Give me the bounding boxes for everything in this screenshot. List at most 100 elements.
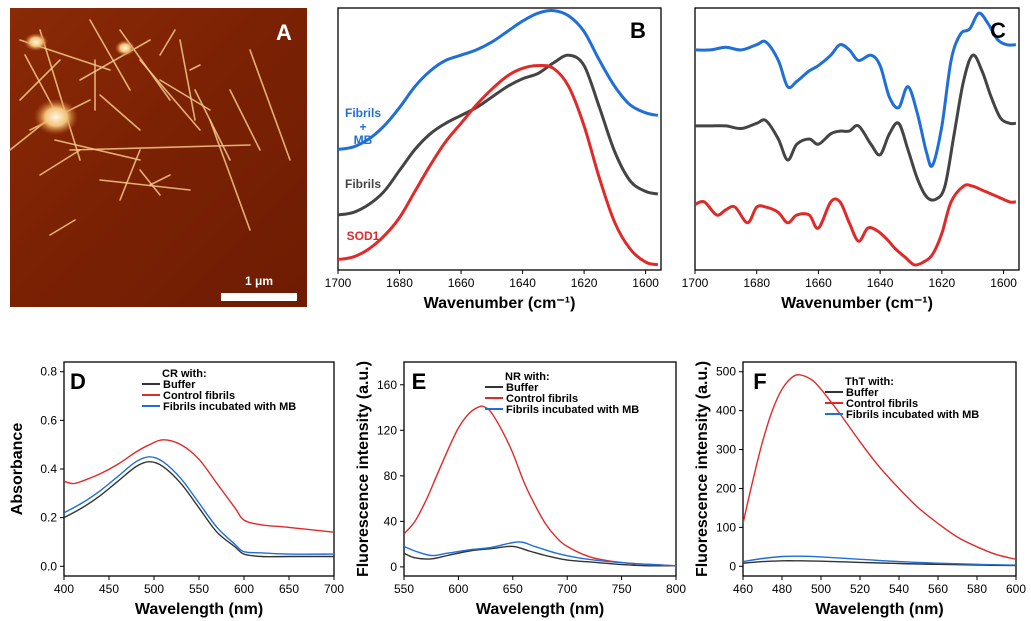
y-tick-label: 0 <box>729 559 736 573</box>
x-tick-label: 1640 <box>509 276 536 290</box>
y-tick-label: 400 <box>716 404 736 418</box>
afm-fibril <box>89 19 131 91</box>
y-tick-label: 200 <box>716 481 736 495</box>
series-line-fibrils-incubated-with-mb <box>404 541 676 567</box>
x-tick-label: 460 <box>733 582 753 596</box>
panel-letter-f: F <box>753 369 766 394</box>
x-axis-title: Wavenumber (cm⁻¹) <box>781 295 933 312</box>
afm-aggregate <box>24 33 48 51</box>
afm-fibril <box>189 64 201 71</box>
x-tick-label: 400 <box>54 582 74 596</box>
legend-entry: Buffer <box>506 382 539 394</box>
scale-bar-label: 1 μm <box>245 274 273 288</box>
afm-fibril <box>229 89 261 151</box>
series-label: Fibrils <box>345 177 381 191</box>
series-line-fibrils <box>695 53 1017 202</box>
ftir-spectra-panel: 1700 1680 1660 1640 1620 1600 Wavenumber (cm⁻¹… <box>325 7 662 312</box>
nile-red-panel: 550 600 650 700 750 800 0 40 80 120 160 Wavelength … <box>355 361 686 618</box>
afm-image-panel: A 1 μm <box>9 8 307 307</box>
series-line-fibrils-incubated-with-mb <box>64 456 334 555</box>
plot-frame <box>742 361 1017 577</box>
legend-entry: Control fibrils <box>163 390 235 402</box>
x-tick-label: 1700 <box>682 276 709 290</box>
x-tick-label: 1680 <box>386 276 413 290</box>
x-tick-label: 1640 <box>867 276 894 290</box>
series-line-control-fibrils <box>404 405 676 567</box>
x-tick-label: 550 <box>189 582 209 596</box>
plot-frame <box>694 7 1020 271</box>
afm-fibril <box>39 29 81 161</box>
series-line-buffer <box>404 545 676 567</box>
x-tick-label: 500 <box>811 582 831 596</box>
x-tick-label: 1700 <box>325 276 352 290</box>
afm-fibril <box>119 149 141 201</box>
x-tick-label: 1620 <box>929 276 956 290</box>
afm-fibril <box>99 179 191 191</box>
y-tick-label: 500 <box>716 365 736 379</box>
y-tick-label: 0.0 <box>40 559 57 573</box>
x-axis-title: Wavenumber (cm⁻¹) <box>424 295 576 312</box>
y-tick-label: 0.4 <box>40 462 57 476</box>
x-tick-label: 1600 <box>990 276 1017 290</box>
series-line-fibrils-mb <box>338 9 659 151</box>
afm-fibril <box>49 219 76 236</box>
legend-title: NR with: <box>505 371 550 383</box>
y-tick-label: 0.8 <box>40 365 57 379</box>
afm-fibril <box>139 59 201 131</box>
x-tick-label: 480 <box>772 582 792 596</box>
x-tick-label: 1620 <box>571 276 598 290</box>
afm-fibril <box>99 94 141 131</box>
afm-fibril <box>179 39 196 121</box>
x-tick-label: 580 <box>967 582 987 596</box>
y-tick-label: 300 <box>716 443 736 457</box>
series-line-fibrils-incubated-with-mb <box>743 555 1016 566</box>
x-tick-label: 550 <box>394 582 414 596</box>
panel-letter-e: E <box>412 369 427 394</box>
x-tick-label: 650 <box>503 582 523 596</box>
x-tick-label: 750 <box>612 582 632 596</box>
afm-aggregate <box>115 40 135 56</box>
legend-entry: Fibrils incubated with MB <box>163 401 296 413</box>
panel-letter-a: A <box>276 20 292 45</box>
legend-entry: Control fibrils <box>846 398 918 410</box>
x-tick-label: 520 <box>850 582 870 596</box>
x-tick-label: 700 <box>557 582 577 596</box>
congo-red-panel: 400 450 500 550 600 650 700 0.0 0.2 0.4 0.6 0.8 Wave… <box>9 361 344 618</box>
y-tick-label: 0 <box>390 560 397 574</box>
series-label: MB <box>354 133 373 147</box>
legend-entry: Fibrils incubated with MB <box>506 404 639 416</box>
x-tick-label: 700 <box>324 582 344 596</box>
legend-title: ThT with: <box>845 376 894 388</box>
y-tick-label: 0.2 <box>40 511 57 525</box>
y-tick-label: 80 <box>384 469 398 483</box>
afm-fibril <box>139 169 161 196</box>
x-tick-label: 560 <box>928 582 948 596</box>
series-line-sod1 <box>338 64 659 267</box>
x-axis-title: Wavelength (nm) <box>476 601 604 618</box>
y-axis-title: Fluorescence intensity (a.u.) <box>694 361 711 577</box>
series-label: SOD1 <box>347 229 380 243</box>
x-tick-label: 1660 <box>448 276 475 290</box>
y-axis-title: Fluorescence intensity (a.u.) <box>355 361 372 577</box>
series-label: + <box>359 120 366 134</box>
series-line-fibrils-mb <box>695 11 1016 168</box>
x-tick-label: 540 <box>889 582 909 596</box>
legend-entry: Buffer <box>846 387 879 399</box>
legend-title: CR with: <box>162 368 207 380</box>
afm-fibril <box>249 49 291 161</box>
series-line-buffer <box>64 460 334 558</box>
x-tick-label: 600 <box>234 582 254 596</box>
y-tick-label: 100 <box>716 520 736 534</box>
series-label: Fibrils <box>345 106 381 120</box>
second-derivative-panel: 1700 1680 1660 1640 1620 1600 Wavenumber (cm⁻¹… <box>682 7 1020 312</box>
thioflavin-panel: 460 480 500 520 540 560 580 600 0 100 200 300 400 500… <box>694 361 1026 618</box>
afm-image <box>10 8 307 307</box>
x-tick-label: 500 <box>144 582 164 596</box>
plot-frame <box>337 7 662 271</box>
y-tick-label: 120 <box>377 423 397 437</box>
x-tick-label: 1660 <box>805 276 832 290</box>
y-tick-label: 0.6 <box>40 413 57 427</box>
legend-entry: Buffer <box>163 379 196 391</box>
legend-entry: Fibrils incubated with MB <box>846 409 979 421</box>
y-tick-label: 40 <box>384 514 398 528</box>
